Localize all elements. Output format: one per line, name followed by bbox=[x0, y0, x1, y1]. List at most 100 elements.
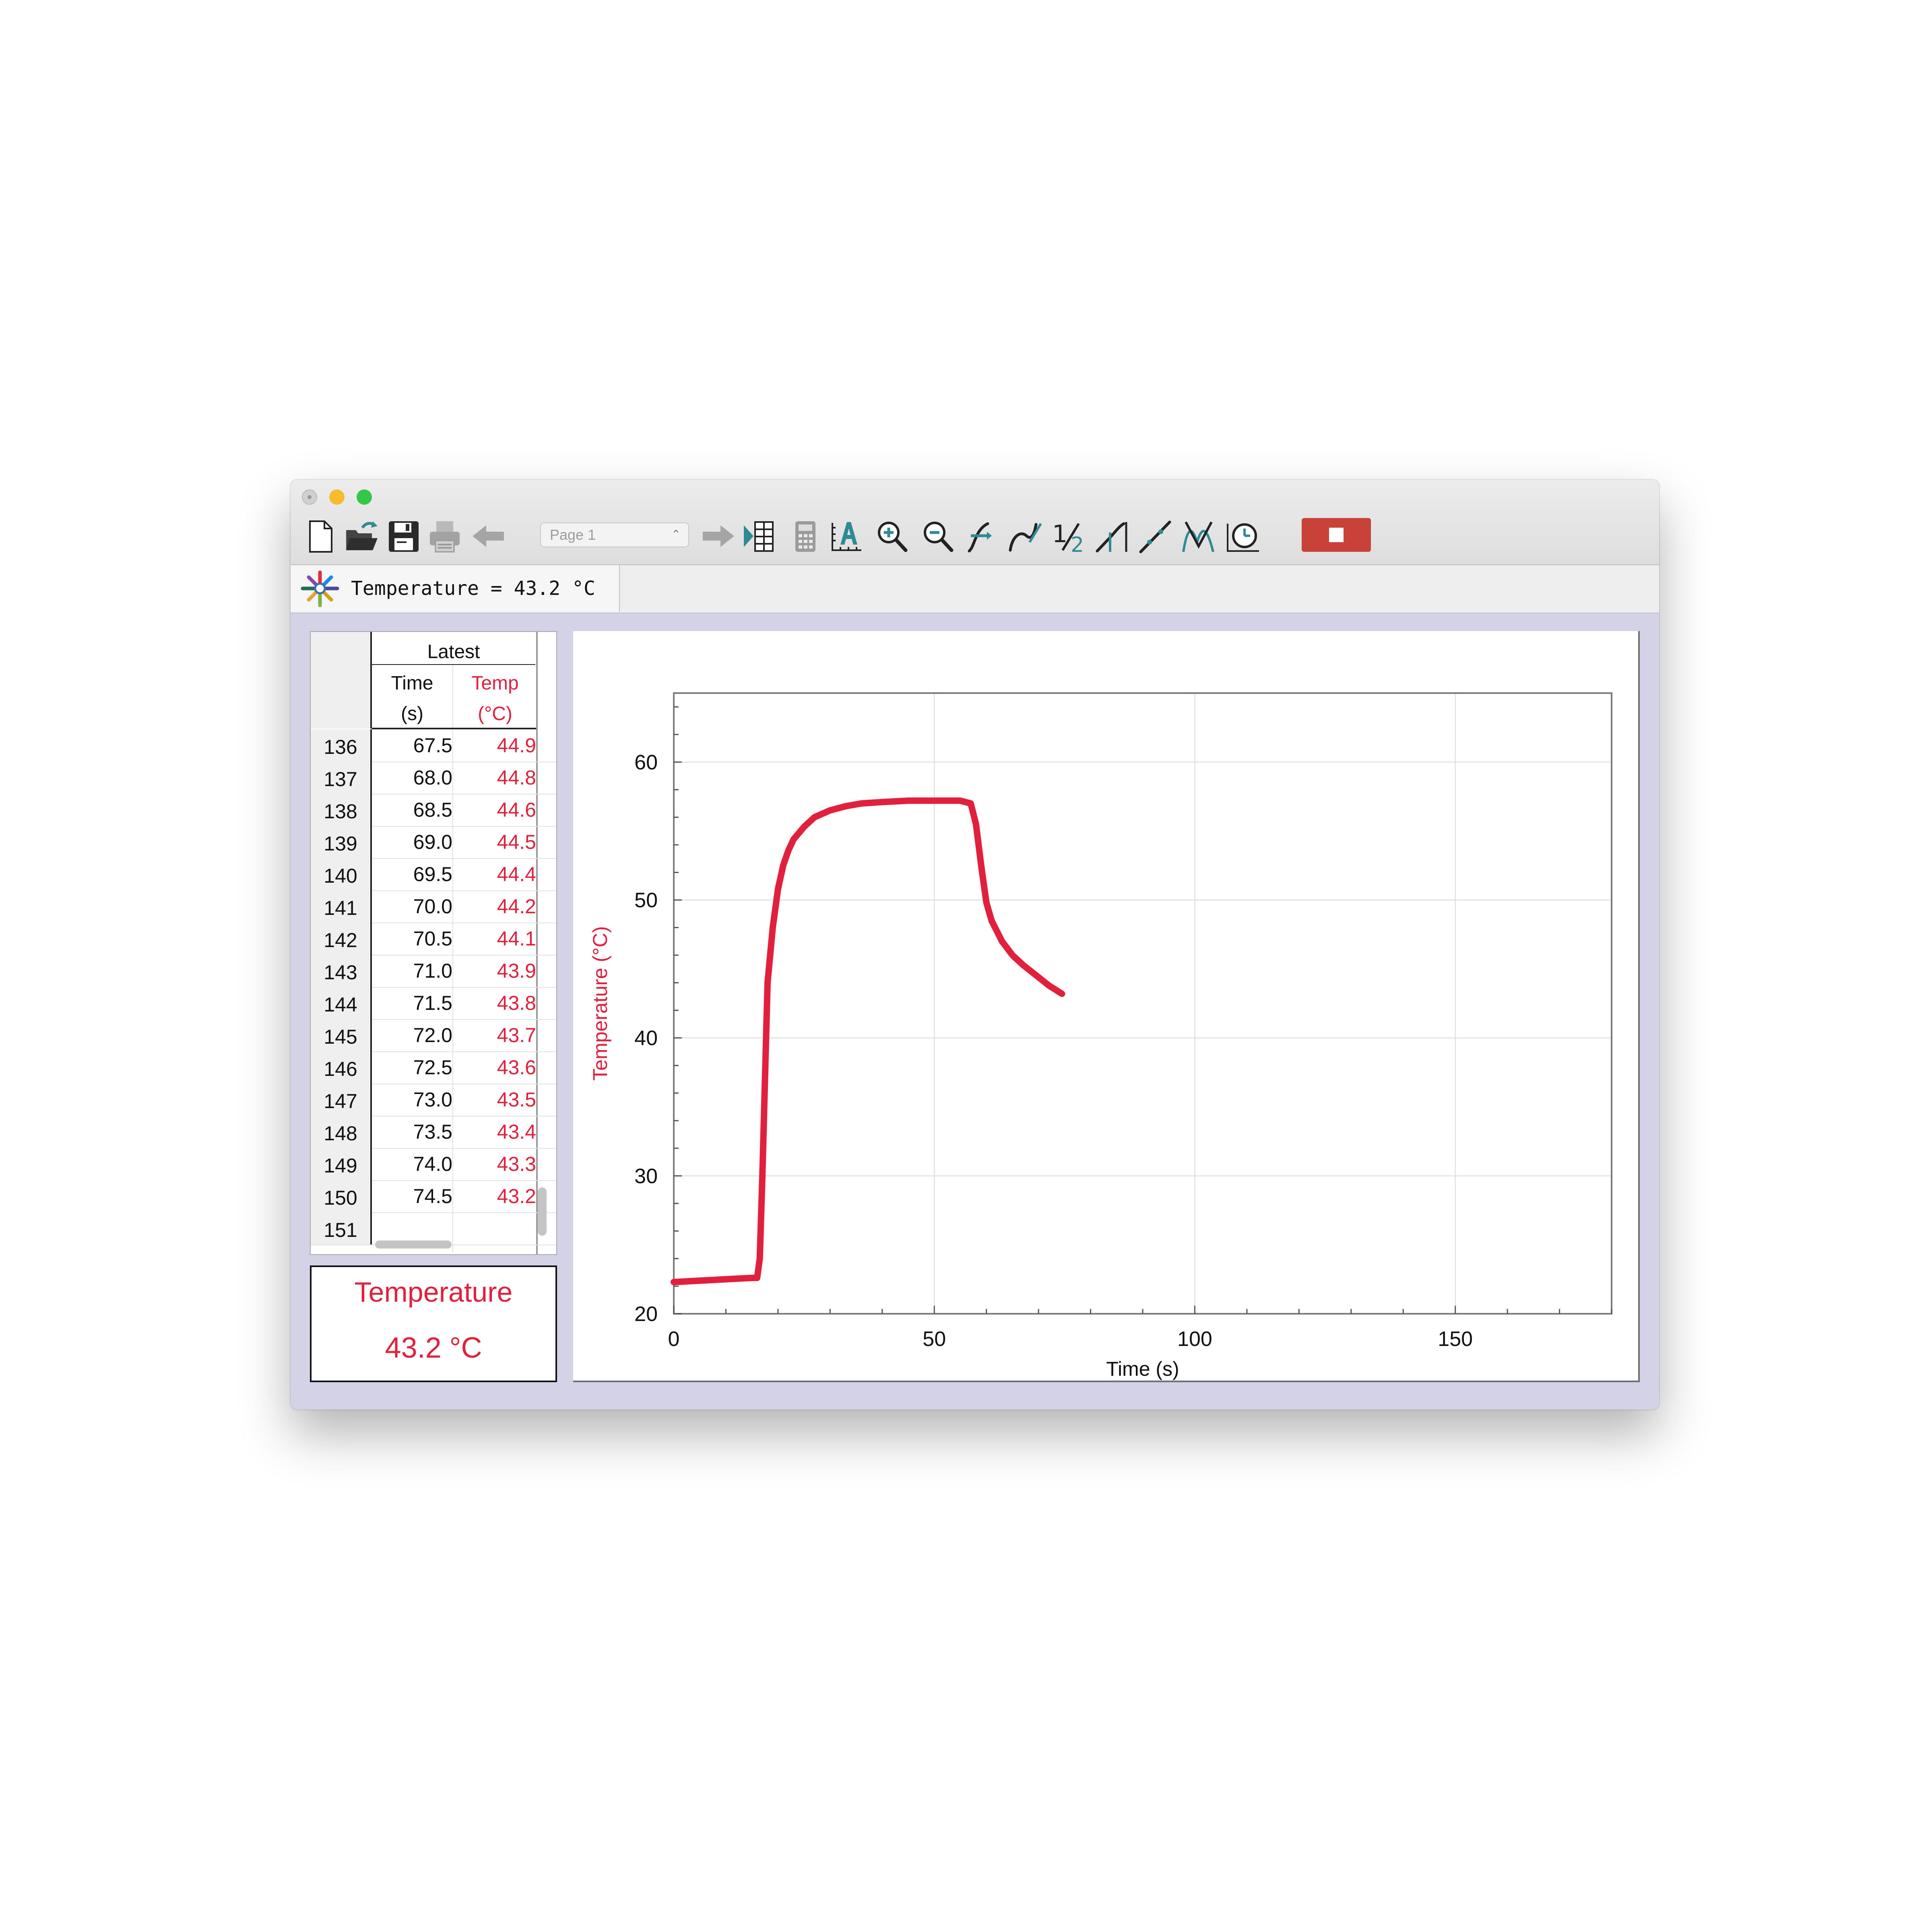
row-number: 141 bbox=[311, 890, 372, 923]
page-selector[interactable]: Page 1 ⌃ bbox=[540, 522, 689, 547]
meter-label: Temperature bbox=[354, 1276, 513, 1308]
table-row[interactable]: 144 71.5 43.8 bbox=[311, 987, 556, 1020]
temp-cell[interactable]: 43.7 bbox=[497, 1024, 536, 1046]
new-file-icon[interactable] bbox=[302, 518, 338, 554]
table-row[interactable]: 145 72.0 43.7 bbox=[311, 1019, 556, 1052]
temp-cell[interactable]: 44.5 bbox=[497, 831, 536, 853]
time-cell[interactable]: 69.5 bbox=[413, 863, 452, 886]
save-icon[interactable] bbox=[386, 518, 422, 554]
table-row[interactable]: 142 70.5 44.1 bbox=[311, 923, 556, 956]
time-cell[interactable]: 69.0 bbox=[413, 831, 452, 853]
temp-cell[interactable]: 43.5 bbox=[497, 1088, 536, 1111]
temp-column-header[interactable]: Temp bbox=[471, 673, 519, 694]
temp-cell[interactable]: 43.3 bbox=[497, 1153, 536, 1175]
temperature-meter[interactable]: Temperature 43.2 °C bbox=[310, 1265, 557, 1382]
graph-panel[interactable]: 0 50 100 150 20 30 40 50 60 Time (s) Temperature (… bbox=[573, 631, 1640, 1382]
temp-cell[interactable]: 44.2 bbox=[497, 895, 536, 918]
horizontal-scrollbar[interactable] bbox=[375, 1241, 452, 1249]
temp-cell[interactable]: 43.4 bbox=[497, 1121, 536, 1143]
row-number: 148 bbox=[311, 1116, 372, 1148]
window-close-button[interactable] bbox=[302, 489, 317, 505]
time-cell[interactable]: 72.0 bbox=[413, 1024, 452, 1046]
temp-cell[interactable]: 44.1 bbox=[497, 927, 536, 950]
window-minimize-button[interactable] bbox=[329, 489, 345, 505]
calculator-icon[interactable] bbox=[787, 518, 824, 554]
window-zoom-button[interactable] bbox=[357, 489, 372, 505]
time-cell[interactable]: 71.0 bbox=[413, 960, 452, 982]
table-row[interactable]: 150 74.5 43.2 bbox=[311, 1180, 556, 1213]
table-row[interactable]: 140 69.5 44.4 bbox=[311, 858, 556, 891]
temp-cell[interactable]: 44.9 bbox=[497, 734, 536, 757]
time-cell[interactable]: 72.5 bbox=[413, 1056, 452, 1079]
time-cell[interactable]: 71.5 bbox=[413, 992, 452, 1014]
table-right-divider bbox=[536, 632, 538, 1254]
temp-cell[interactable]: 43.6 bbox=[497, 1056, 536, 1079]
time-column-unit: (s) bbox=[401, 703, 423, 724]
y-tick-label: 40 bbox=[634, 1027, 658, 1050]
time-cell[interactable]: 73.5 bbox=[413, 1121, 452, 1143]
time-column-header[interactable]: Time bbox=[391, 673, 433, 694]
zoom-in-icon[interactable] bbox=[873, 518, 910, 554]
row-number: 139 bbox=[311, 826, 372, 858]
statistics-icon[interactable] bbox=[1094, 518, 1130, 554]
time-cell[interactable]: 74.5 bbox=[413, 1185, 452, 1208]
data-table-icon[interactable] bbox=[742, 518, 778, 554]
sampling-timer-icon[interactable] bbox=[1224, 518, 1261, 554]
curve-fit-icon[interactable] bbox=[1137, 518, 1174, 554]
table-row[interactable]: 136 67.5 44.9 bbox=[311, 729, 556, 762]
table-row[interactable]: 147 73.0 43.5 bbox=[311, 1084, 556, 1117]
chevron-updown-icon: ⌃ bbox=[671, 528, 681, 541]
vertical-scrollbar[interactable] bbox=[538, 1187, 547, 1236]
table-row[interactable]: 139 69.0 44.5 bbox=[311, 826, 556, 859]
time-cell[interactable]: 73.0 bbox=[413, 1088, 452, 1111]
temp-cell[interactable]: 44.6 bbox=[497, 799, 536, 821]
x-tick-label: 150 bbox=[1438, 1327, 1473, 1351]
time-cell[interactable]: 67.5 bbox=[413, 734, 452, 757]
time-cell[interactable]: 68.0 bbox=[413, 766, 452, 789]
tangent-icon[interactable] bbox=[1006, 518, 1042, 554]
table-row[interactable]: 149 74.0 43.3 bbox=[311, 1148, 556, 1181]
table-row[interactable]: 138 68.5 44.6 bbox=[311, 794, 556, 827]
svg-text:2: 2 bbox=[1071, 533, 1084, 554]
header-bottom-border bbox=[372, 728, 537, 729]
meter-tab-label: Temperature = 43.2 °C bbox=[351, 577, 595, 600]
zoom-out-icon[interactable] bbox=[919, 518, 956, 554]
temperature-meter-tab[interactable]: Temperature = 43.2 °C bbox=[291, 565, 620, 612]
time-cell[interactable]: 70.5 bbox=[413, 927, 452, 950]
y-tick-label: 20 bbox=[634, 1302, 658, 1326]
table-row[interactable]: 146 72.5 43.6 bbox=[311, 1051, 556, 1084]
temp-cell[interactable]: 43.8 bbox=[497, 992, 536, 1014]
x-axis-label: Time (s) bbox=[1106, 1358, 1179, 1380]
table-row[interactable]: 141 70.0 44.2 bbox=[311, 890, 556, 923]
meter-strip: Temperature = 43.2 °C bbox=[291, 565, 1659, 613]
open-folder-icon[interactable] bbox=[344, 518, 380, 554]
back-arrow-icon[interactable] bbox=[470, 518, 506, 554]
page-selector-label: Page 1 bbox=[550, 526, 596, 543]
temperature-graph[interactable]: 0 50 100 150 20 30 40 50 60 Time (s) Temperature (… bbox=[573, 631, 1638, 1381]
row-number: 137 bbox=[311, 762, 372, 794]
table-row[interactable]: 148 73.5 43.4 bbox=[311, 1116, 556, 1149]
row-number: 145 bbox=[311, 1019, 372, 1051]
temp-cell[interactable]: 43.2 bbox=[497, 1185, 536, 1208]
row-number: 149 bbox=[311, 1148, 372, 1180]
table-row[interactable]: 137 68.0 44.8 bbox=[311, 762, 556, 795]
print-icon[interactable] bbox=[427, 518, 463, 554]
examine-icon[interactable] bbox=[963, 518, 999, 554]
time-cell[interactable]: 68.5 bbox=[413, 799, 452, 821]
table-row[interactable]: 143 71.0 43.9 bbox=[311, 955, 556, 988]
temp-cell[interactable]: 43.9 bbox=[497, 960, 536, 982]
x-tick-label: 50 bbox=[923, 1327, 946, 1351]
stop-collection-button[interactable] bbox=[1302, 518, 1371, 552]
temp-cell[interactable]: 44.8 bbox=[497, 766, 536, 789]
model-icon[interactable] bbox=[1181, 518, 1217, 554]
forward-arrow-icon[interactable] bbox=[700, 518, 737, 554]
row-number: 142 bbox=[311, 923, 372, 955]
time-cell[interactable]: 74.0 bbox=[413, 1153, 452, 1175]
text-annotation-icon[interactable] bbox=[828, 518, 865, 554]
data-table[interactable]: Latest Time (s) Temp (°C) 136 67.5 44.9 137… bbox=[310, 631, 557, 1255]
temp-cell[interactable]: 44.4 bbox=[497, 863, 536, 886]
row-number: 140 bbox=[311, 858, 372, 890]
data-set-header: Latest bbox=[427, 641, 480, 663]
time-cell[interactable]: 70.0 bbox=[413, 895, 452, 918]
